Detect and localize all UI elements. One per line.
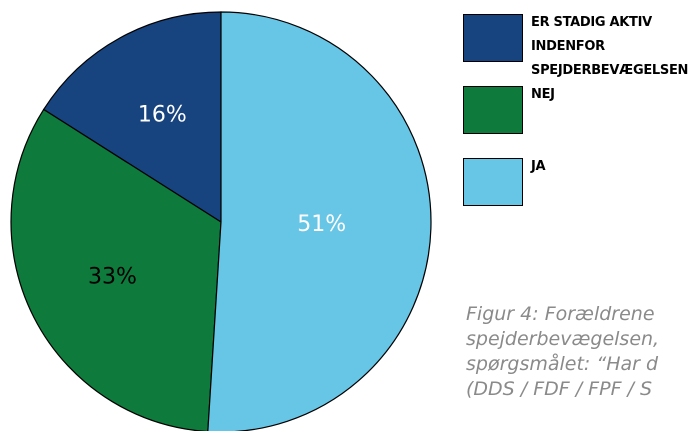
- caption-line: spejderbevægelsen,: [466, 328, 660, 350]
- legend-swatch: [463, 14, 523, 62]
- legend-label: ER STADIG AKTIV INDENFOR SPEJDERBEVÆGELS…: [531, 15, 689, 78]
- legend-label: JA: [531, 159, 546, 174]
- legend-item: NEJ: [463, 86, 681, 134]
- legend-item: JA: [463, 158, 681, 206]
- value-label: 51%: [297, 212, 346, 237]
- value-label: 16%: [138, 102, 187, 127]
- caption-line: Figur 4: Forældrene: [466, 303, 655, 325]
- legend-swatch: [463, 158, 523, 206]
- pie-slice: [42, 11, 222, 224]
- caption: Figur 4: Forældrene spejderbevægelsen, spø…: [466, 302, 698, 402]
- caption-line: spørgsmålet: “Har d: [466, 353, 659, 375]
- legend-swatch: [463, 86, 523, 134]
- legend-label: NEJ: [531, 87, 555, 102]
- legend-item: ER STADIG AKTIV INDENFOR SPEJDERBEVÆGELS…: [463, 14, 689, 83]
- caption-line: (DDS / FDF / FPF / S: [466, 378, 653, 400]
- pie-slice: [207, 11, 432, 431]
- pie-slice: [10, 108, 222, 431]
- value-label: 33%: [88, 264, 137, 289]
